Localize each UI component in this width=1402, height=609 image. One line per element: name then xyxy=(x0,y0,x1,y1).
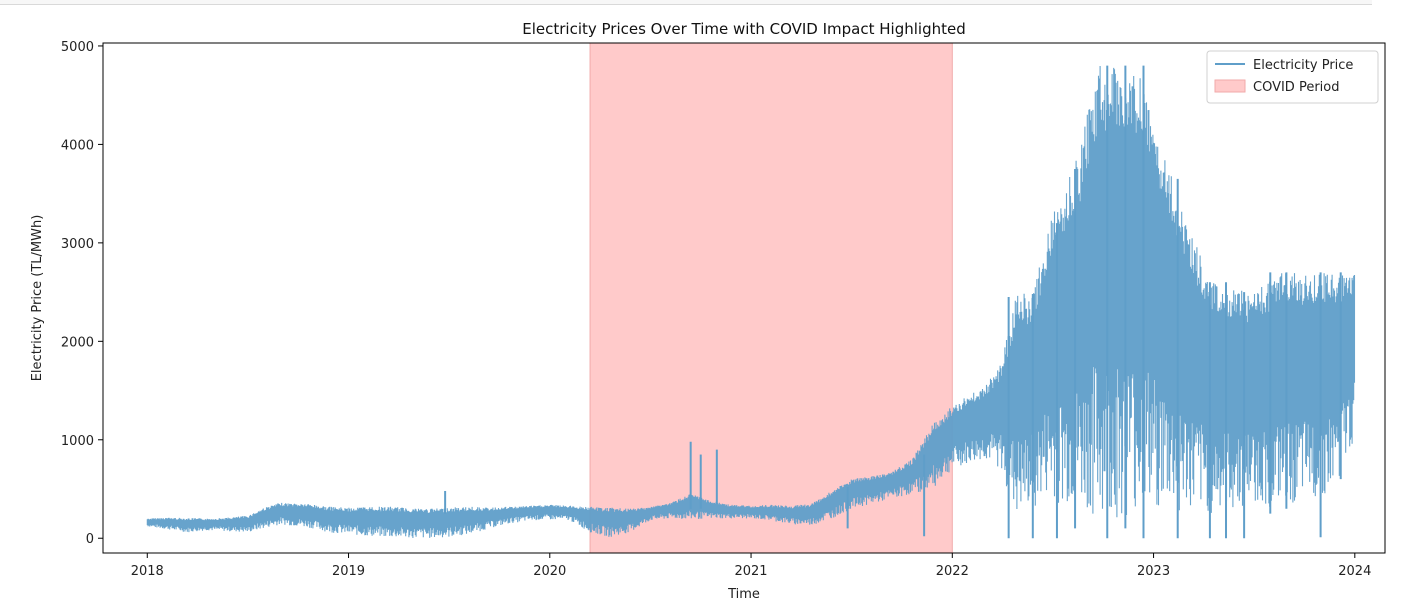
legend-patch-marker xyxy=(1214,79,1246,93)
y-tick-label: 3000 xyxy=(61,237,94,252)
legend-label-electricity-price: Electricity Price xyxy=(1253,58,1353,73)
x-tick-label: 2024 xyxy=(1338,564,1371,579)
x-tick-label: 2022 xyxy=(936,564,969,579)
y-tick-label: 0 xyxy=(86,532,94,547)
x-axis: 2018 2019 2020 2021 2022 2023 2024 xyxy=(131,553,1371,579)
x-tick-label: 2023 xyxy=(1137,564,1170,579)
legend-label-covid-period: COVID Period xyxy=(1253,80,1340,95)
y-tick-label: 4000 xyxy=(61,138,94,153)
chart-title: Electricity Prices Over Time with COVID … xyxy=(522,20,966,38)
x-axis-label: Time xyxy=(727,587,760,602)
y-tick-label: 5000 xyxy=(61,40,94,55)
series-electricity-price-line xyxy=(146,66,1356,538)
x-tick-label: 2020 xyxy=(533,564,566,579)
series-layer xyxy=(146,65,1356,539)
legend: Electricity Price COVID Period xyxy=(1206,50,1379,104)
y-tick-label: 2000 xyxy=(61,335,94,350)
x-tick-label: 2019 xyxy=(332,564,365,579)
legend-box xyxy=(1206,50,1379,104)
x-tick-label: 2018 xyxy=(131,564,164,579)
covid-period-band xyxy=(589,42,953,554)
x-tick-label: 2021 xyxy=(734,564,767,579)
plot-frame xyxy=(102,42,1386,554)
y-axis: 0 1000 2000 3000 4000 5000 xyxy=(61,40,103,547)
cell-output-border xyxy=(0,0,1372,5)
y-axis-label: Electricity Price (TL/MWh) xyxy=(30,215,45,382)
highlight-layer xyxy=(589,42,953,554)
y-tick-label: 1000 xyxy=(61,434,94,449)
